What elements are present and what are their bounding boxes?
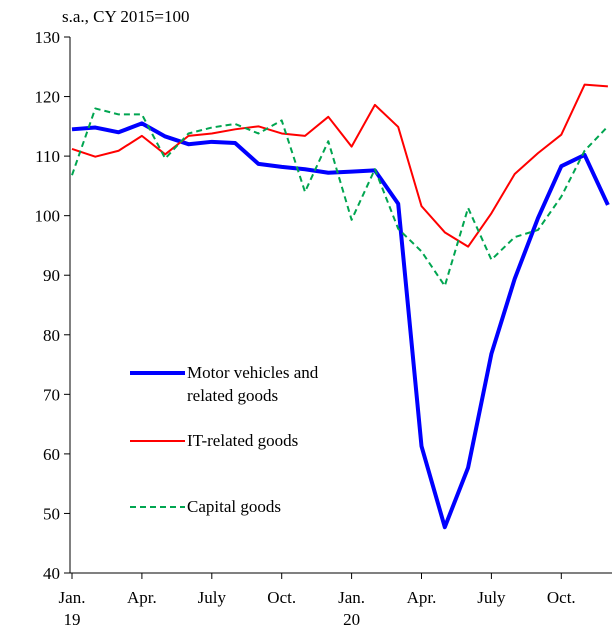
y-tick-label: 100 [35, 207, 61, 226]
x-tick-label: July [198, 588, 227, 607]
y-tick-label: 110 [35, 147, 60, 166]
x-tick-label: Oct. [267, 588, 296, 607]
y-tick-label: 130 [35, 28, 61, 47]
y-axis-label: s.a., CY 2015=100 [62, 7, 189, 26]
legend-label: IT-related goods [187, 431, 299, 450]
x-tick-label: July [477, 588, 506, 607]
series-line [71, 83, 608, 248]
legend-label: Capital goods [187, 497, 281, 516]
x-year-label: 19 [64, 610, 81, 629]
x-tick-label: Apr. [407, 588, 437, 607]
series-line [71, 121, 610, 530]
x-tick-label: Jan. [338, 588, 365, 607]
y-tick-label: 50 [43, 504, 60, 523]
y-tick-label: 60 [43, 445, 60, 464]
y-tick-label: 90 [43, 266, 60, 285]
y-tick-label: 70 [43, 385, 60, 404]
y-tick-label: 80 [43, 326, 60, 345]
series-line [71, 107, 609, 287]
x-tick-label: Oct. [547, 588, 576, 607]
x-year-label: 20 [343, 610, 360, 629]
y-tick-label: 120 [35, 88, 61, 107]
y-tick-label: 40 [43, 564, 60, 583]
x-tick-label: Jan. [59, 588, 86, 607]
x-tick-label: Apr. [127, 588, 157, 607]
legend-label: Motor vehicles and related goods [187, 363, 319, 405]
